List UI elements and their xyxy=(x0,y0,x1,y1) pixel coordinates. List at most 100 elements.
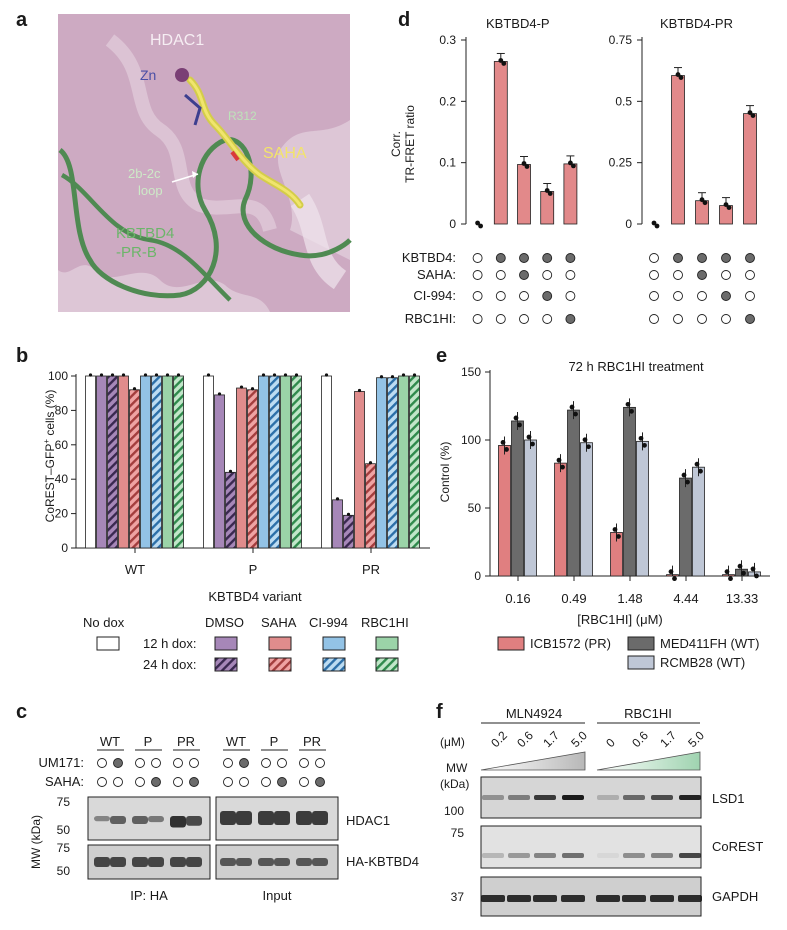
e-point xyxy=(668,569,674,575)
e-point xyxy=(642,442,647,448)
d-left-point xyxy=(571,163,576,169)
d-right-ytick-label: 0 xyxy=(625,217,632,231)
c-band-hdac1-ip xyxy=(148,816,164,823)
f-band-lsd1 xyxy=(679,795,701,800)
c-label-ip: IP: HA xyxy=(130,888,168,903)
d-condition-matrix: KBTBD4: SAHA: CI-994: RBC1HI: xyxy=(402,250,755,326)
b-bar xyxy=(354,391,365,549)
f-mw-37: 37 xyxy=(451,890,465,904)
d-condition-dot xyxy=(472,253,483,263)
c-band-hdac1-input xyxy=(258,811,274,825)
legend-swatch-no-dox xyxy=(96,636,120,651)
legend-ci994: CI-994 xyxy=(309,615,348,630)
e-point xyxy=(698,468,703,474)
e-bar xyxy=(636,440,649,577)
b-bar xyxy=(409,375,420,549)
c-band-hdac1-input xyxy=(296,811,312,825)
d-right-title: KBTBD4-PR xyxy=(660,16,733,31)
d-right-ytick-label: 0.5 xyxy=(615,94,632,108)
d-right-point xyxy=(678,75,684,80)
f-band-gapdh xyxy=(533,895,557,902)
d-condition-dot xyxy=(565,253,576,263)
c-mw-75b: 75 xyxy=(57,841,71,855)
c-band-ha-input xyxy=(312,858,328,866)
b-bar xyxy=(269,375,280,549)
c-um171-dot xyxy=(299,758,309,768)
panel-c-label: c xyxy=(16,701,27,723)
label-saha: SAHA xyxy=(263,145,307,162)
d-condition-dot xyxy=(721,270,731,280)
b-ylabel: CoREST–GFP+ cells (%) xyxy=(42,390,57,523)
b-bar xyxy=(107,375,118,549)
b-point xyxy=(206,373,211,377)
d-condition-dot xyxy=(721,291,731,301)
b-ytick-label: 100 xyxy=(48,369,68,383)
d-left-ytick-label: 0 xyxy=(449,217,456,231)
d-condition-dot xyxy=(519,253,529,263)
c-western-blot: WT P PR WT P PR UM171: SAHA: MW (kDa) 75… xyxy=(29,734,419,903)
legend-dmso: DMSO xyxy=(205,615,244,630)
f-dose-label: 0.6 xyxy=(514,728,536,750)
e-point xyxy=(741,570,746,576)
d-right-point xyxy=(723,202,729,208)
d-condition-dot xyxy=(542,314,553,324)
f-rbc-ramp xyxy=(596,751,701,771)
f-band-corest xyxy=(508,853,530,858)
e-point xyxy=(750,566,756,572)
c-um171-dot xyxy=(277,758,287,768)
c-band-ha-input xyxy=(220,858,236,866)
c-saha-dot xyxy=(315,777,325,787)
c-col-pr-input: PR xyxy=(303,734,321,749)
d-left-point xyxy=(547,191,553,196)
c-saha-dot xyxy=(189,777,199,787)
b-bar xyxy=(387,377,398,549)
b-bar xyxy=(162,375,173,549)
f-western-blot: MLN4924 RBC1HI (μM) 0.2 0.6 1.7 5.0 0 0.6 1.7 5… xyxy=(440,706,763,917)
b-point xyxy=(412,373,417,377)
f-band-gapdh xyxy=(650,895,674,902)
b-bar xyxy=(129,389,140,549)
e-point xyxy=(573,411,578,417)
d-condition-dot xyxy=(697,253,707,263)
e-point xyxy=(754,573,759,579)
f-kda-label: (kDa) xyxy=(440,777,469,791)
d-condition-dot xyxy=(649,314,659,324)
c-um171-dot xyxy=(189,758,199,768)
f-band-corest xyxy=(597,853,619,858)
d-left-bar xyxy=(540,191,555,225)
d-condition-dot xyxy=(519,270,529,280)
b-bar xyxy=(140,375,151,549)
b-bar xyxy=(96,375,107,549)
d-left-bar xyxy=(517,164,531,225)
b-ytick-label: 40 xyxy=(55,472,69,486)
e-point xyxy=(737,563,743,569)
legend-swatch-ci994-24h xyxy=(322,657,346,672)
b-bar xyxy=(214,394,225,549)
f-dose-label: 5.0 xyxy=(685,728,707,750)
b-point xyxy=(283,373,288,377)
c-col-wt-ip: WT xyxy=(100,734,120,749)
e-point xyxy=(586,444,591,450)
b-ytick-label: 0 xyxy=(61,541,68,555)
f-band-lsd1 xyxy=(651,795,673,800)
label-loop-1: 2b-2c xyxy=(128,166,161,181)
label-hdac1: HDAC1 xyxy=(150,32,204,49)
c-saha-dot xyxy=(277,777,287,787)
b-chart: 0 20 40 60 80 100 WT P PR xyxy=(48,369,430,577)
d-condition-dot xyxy=(472,314,483,324)
e-point xyxy=(728,576,733,582)
e-legend-swatch-icb xyxy=(497,636,525,651)
c-band-hdac1-ip xyxy=(132,816,148,824)
d-right-point xyxy=(750,113,756,118)
f-mln-ramp xyxy=(480,751,586,771)
e-chart: 0 50 100 150 0.16 0.49 1.48 4.44 13.33 xyxy=(461,365,770,606)
d-condition-dot xyxy=(745,253,755,263)
e-legend-rcmb: RCMB28 (WT) xyxy=(660,655,745,670)
c-um171-dot xyxy=(135,758,145,768)
f-band-corest xyxy=(482,853,504,858)
b-point xyxy=(324,373,329,377)
legend-swatch-saha-12h xyxy=(268,636,292,651)
e-bar xyxy=(580,442,593,577)
b-bar xyxy=(398,375,409,549)
e-point xyxy=(500,440,506,445)
